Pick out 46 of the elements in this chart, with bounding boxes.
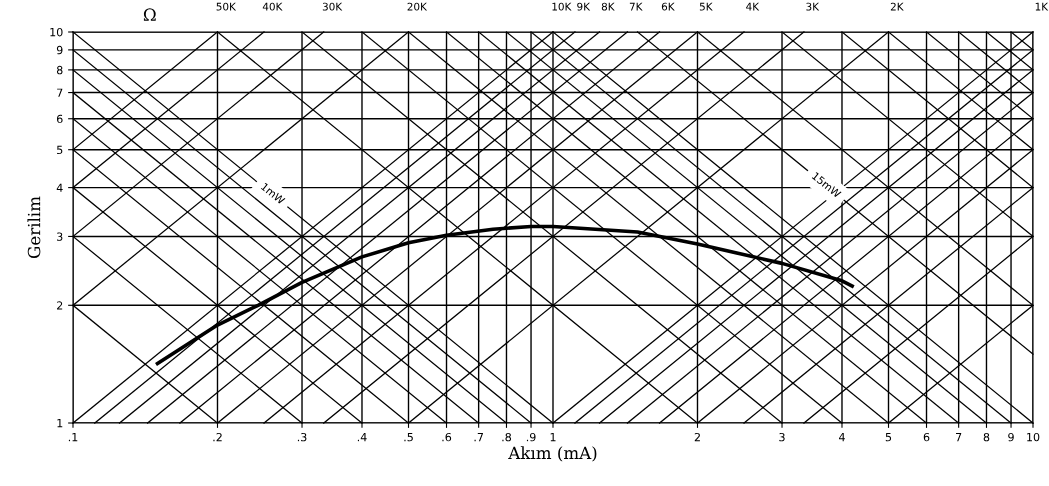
y-tick-label: 8: [56, 65, 63, 75]
x-tick-label: .8: [502, 432, 512, 442]
x-tick-label: .7: [474, 433, 483, 442]
x-axis-title: Akım (mA): [508, 446, 597, 462]
text: 30K: [322, 2, 343, 11]
text: 8K: [601, 2, 615, 11]
x-tick-label: .5: [404, 433, 413, 442]
x-tick-label: .4: [357, 433, 367, 442]
x-tick-label: 10: [1027, 432, 1040, 442]
x-tick-label: .9: [526, 432, 536, 442]
text: 3K: [806, 2, 820, 11]
y-tick-label: 4: [56, 183, 63, 192]
y-tick-label: 7: [57, 88, 63, 97]
text: 2K: [890, 2, 904, 11]
x-tick-label: 2: [694, 432, 700, 442]
y-tick-label: 6: [56, 114, 63, 124]
x-tick-label: .2: [213, 432, 222, 442]
text: 9K: [577, 2, 591, 11]
y-tick-label: 5: [57, 145, 63, 155]
text: Ω: [143, 8, 156, 21]
text: 10K: [552, 2, 572, 11]
text: 6K: [661, 2, 675, 11]
text: 40K: [262, 2, 283, 11]
text: 4K: [746, 2, 760, 11]
x-tick-label: .3: [297, 432, 307, 442]
x-tick-label: 3: [779, 432, 785, 442]
x-tick-label: 4: [839, 433, 845, 442]
x-tick-label: 6: [923, 432, 930, 442]
x-tick-label: 8: [983, 432, 990, 442]
y-tick-label: 9: [56, 45, 63, 55]
x-tick-label: 1: [550, 433, 556, 442]
x-tick-label: .1: [68, 433, 78, 442]
text: 7K: [629, 2, 643, 11]
x-tick-label: 5: [885, 433, 892, 442]
y-tick-label: 3: [57, 232, 63, 241]
text: 20K: [407, 2, 428, 11]
x-tick-label: 7: [956, 433, 962, 442]
text: 50K: [216, 2, 237, 11]
x-tick-label: .6: [442, 432, 452, 442]
text: 5K: [699, 2, 713, 11]
y-tick-label: 10: [50, 27, 63, 37]
text: 1K: [1035, 2, 1049, 11]
y-axis-title: Gerilim: [27, 196, 41, 259]
y-tick-label: 2: [57, 301, 63, 310]
x-tick-label: 9: [1008, 432, 1014, 442]
y-tick-label: 1: [57, 419, 63, 428]
